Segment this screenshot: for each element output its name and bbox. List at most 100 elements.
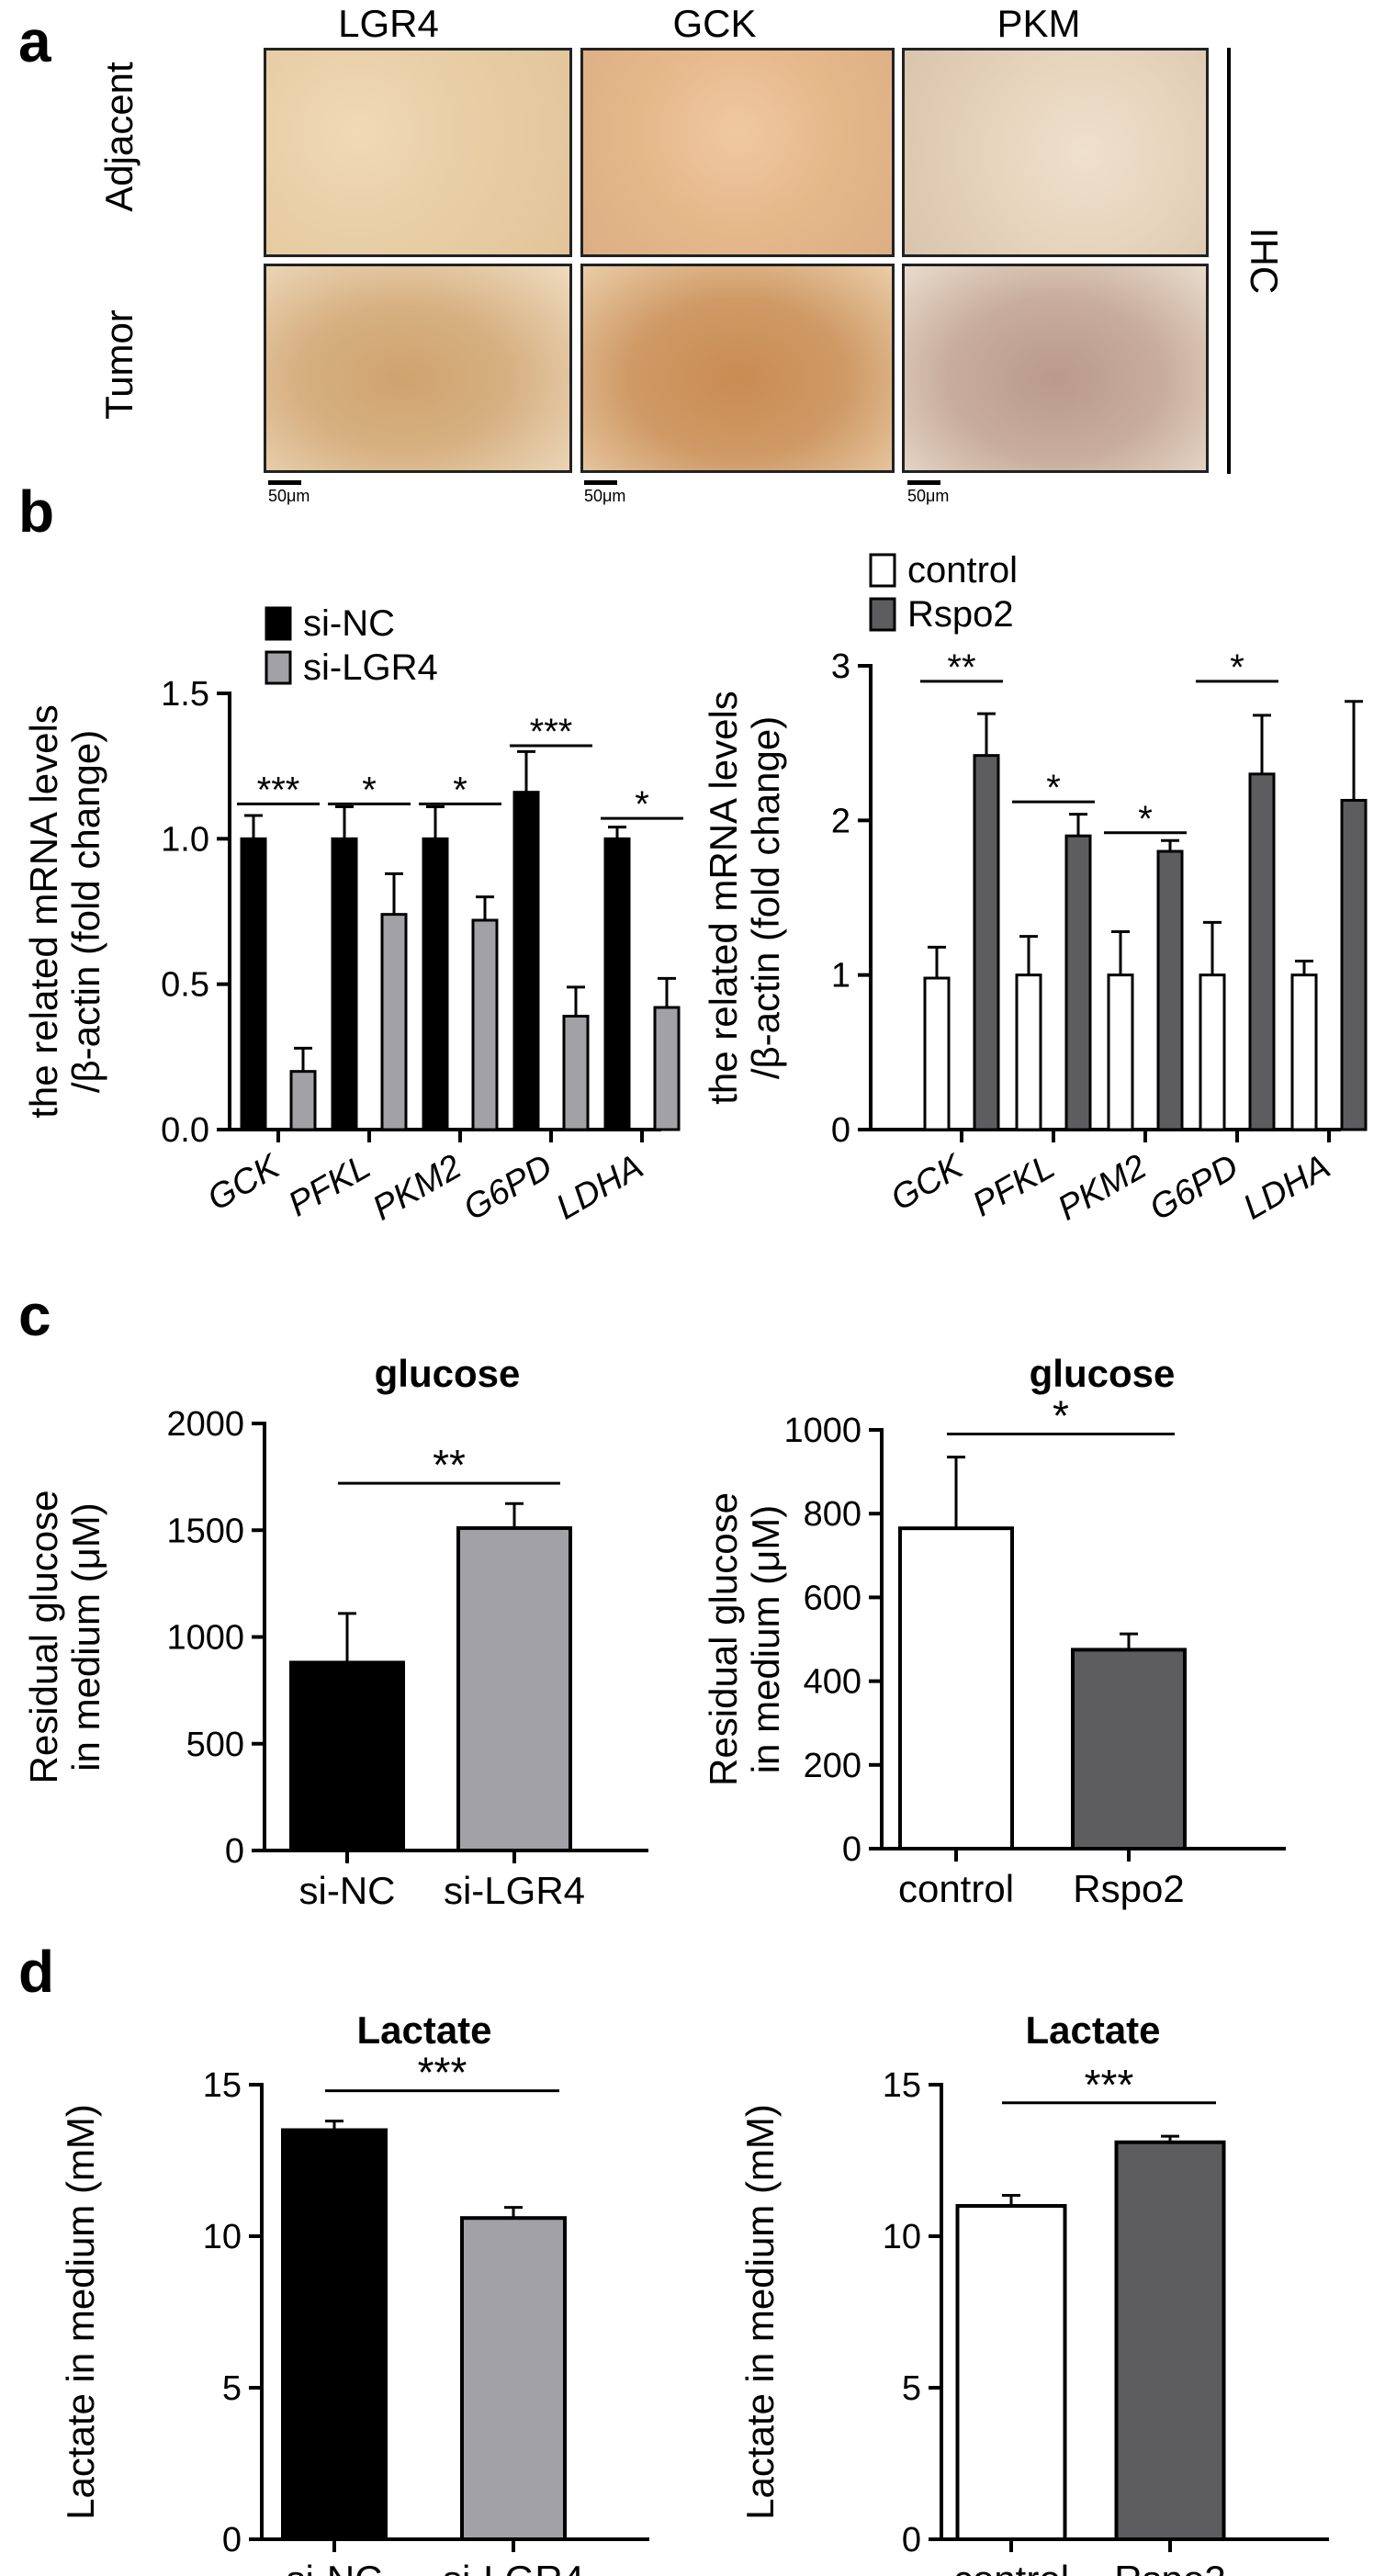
y-tick-label: 0	[222, 2521, 242, 2559]
significance-label: *	[1046, 768, 1061, 808]
y-tick-label: 15	[883, 2066, 921, 2105]
significance-label: ***	[257, 770, 300, 810]
x-tick-label: control	[898, 1867, 1014, 1910]
y-axis-label: /β-actin (fold change)	[744, 716, 787, 1079]
bar-si-nc	[603, 837, 631, 1131]
legend-swatch	[265, 606, 292, 641]
bar-si-nc	[281, 2128, 388, 2541]
x-tick-label: si-LGR4	[443, 2558, 584, 2576]
scale-bar-line	[584, 480, 617, 485]
x-tick-label: PFKL	[282, 1147, 377, 1224]
x-tick-label: si-NC	[287, 2558, 383, 2576]
scale-bar-label: 50μm	[907, 487, 950, 505]
chart-title: glucose	[375, 1352, 521, 1395]
significance-label: *	[1138, 799, 1153, 839]
y-tick-label: 1000	[166, 1619, 244, 1658]
y-tick-label: 10	[203, 2218, 242, 2256]
y-tick-label: 10	[883, 2218, 921, 2256]
x-tick-label: PKM2	[366, 1147, 468, 1228]
panel-letter-c: c	[18, 1282, 51, 1348]
chart-b-right: 0 1 2 3 the related mRNA levels/β-actin (fol…	[702, 550, 1368, 1229]
y-tick-label: 1500	[166, 1512, 244, 1550]
chart-title: Lactate	[356, 2008, 491, 2052]
significance-label: **	[433, 1441, 466, 1489]
column-label-lgr4: LGR4	[338, 2, 439, 45]
bar-rspo2	[973, 754, 1000, 1131]
column-label-gck: GCK	[672, 2, 757, 45]
y-tick-label: 0	[831, 1111, 850, 1150]
column-label-pkm: PKM	[997, 2, 1081, 45]
legend-label: si-LGR4	[303, 647, 438, 688]
bar-si-lgr4	[653, 1006, 681, 1131]
y-axis-label: Lactate in medium (mM)	[59, 2104, 102, 2520]
chart-c-left: 0 500 1000 1500 2000 Residual glucose in mediu…	[22, 1352, 648, 1912]
x-tick-label: LDHA	[550, 1147, 650, 1227]
scale-bar-line	[907, 480, 940, 485]
significance-label: *	[1053, 1392, 1069, 1440]
significance-label: *	[362, 770, 377, 810]
panel-letter-d: d	[18, 1939, 55, 2005]
ihc-label: IHC	[1243, 227, 1287, 295]
y-tick-label: 1.0	[161, 820, 209, 859]
y-axis-label: Residual glucose	[22, 1490, 65, 1784]
legend-swatch	[869, 553, 896, 588]
scale-bar-2: 50μm	[584, 480, 625, 506]
x-tick-label: G6PD	[1143, 1147, 1245, 1228]
bar-si-nc	[512, 791, 540, 1131]
significance-label: *	[453, 770, 467, 810]
x-tick-label: si-NC	[299, 1869, 396, 1912]
y-tick-label: 200	[804, 1747, 861, 1785]
y-axis-label: the related mRNA levels	[22, 704, 65, 1119]
bar-si-lgr4	[380, 913, 408, 1131]
bar-control	[1199, 973, 1226, 1131]
scale-bar-1: 50μm	[268, 480, 310, 506]
significance-label: ***	[1085, 2061, 1134, 2109]
chart-d-left: 0 5 10 15 Lactate in medium (mM) Lactate si-NC…	[59, 2008, 649, 2576]
bar-si-lgr4	[460, 2216, 567, 2541]
y-tick-label: 5	[222, 2369, 242, 2408]
chart-title: Lactate	[1025, 2008, 1160, 2052]
y-tick-label: 500	[186, 1726, 244, 1764]
y-axis-label: in medium (μM)	[744, 1505, 787, 1774]
ihc-image-adjacent-gck	[580, 48, 895, 257]
y-tick-label: 1.5	[161, 675, 209, 714]
bar-control	[898, 1526, 1014, 1850]
y-tick-label: 2000	[166, 1405, 244, 1444]
ihc-bracket-line	[1227, 48, 1231, 474]
chart-title: glucose	[1030, 1352, 1176, 1395]
x-tick-label: GCK	[884, 1147, 971, 1219]
significance-label: *	[1230, 647, 1244, 688]
x-tick-label: PKM2	[1052, 1147, 1154, 1228]
x-tick-label: Rspo2	[1114, 2558, 1225, 2576]
bar-rspo2	[1064, 834, 1092, 1131]
bar-si-nc	[331, 837, 358, 1131]
bar-control	[923, 976, 951, 1131]
bar-rspo2	[1071, 1648, 1187, 1850]
y-tick-label: 1000	[783, 1412, 861, 1450]
chart-b-left: 0.0 0.5 1.0 1.5 the related mRNA levels/β-ac…	[22, 603, 683, 1229]
bar-control	[1290, 973, 1318, 1131]
bar-si-nc	[289, 1660, 405, 1852]
chart-c-right: 0 200 400 600 800 1000 Residual glucose in medi…	[702, 1352, 1286, 1910]
panel-letter-b: b	[18, 478, 55, 545]
ihc-image-tumor-pkm	[902, 264, 1209, 473]
x-tick-label: G6PD	[457, 1147, 559, 1228]
x-tick-label: GCK	[201, 1147, 287, 1219]
bar-rspo2	[1114, 2140, 1226, 2541]
legend-swatch	[869, 597, 896, 632]
bar-si-lgr4	[562, 1015, 590, 1131]
y-tick-label: 800	[804, 1495, 861, 1534]
x-tick-label: Rspo2	[1073, 1867, 1184, 1910]
y-tick-label: 0.5	[161, 966, 209, 1005]
ihc-image-tumor-lgr4	[264, 264, 572, 473]
bar-control	[1107, 973, 1134, 1131]
significance-label: *	[635, 784, 649, 825]
panel-letter-a: a	[18, 8, 51, 74]
y-tick-label: 15	[203, 2066, 242, 2105]
x-tick-label: PFKL	[966, 1147, 1061, 1224]
x-tick-label: si-LGR4	[444, 1869, 585, 1912]
legend-swatch	[265, 650, 292, 685]
legend-label: control	[907, 550, 1018, 591]
y-tick-label: 0	[225, 1832, 244, 1871]
scale-bar-label: 50μm	[268, 487, 310, 505]
